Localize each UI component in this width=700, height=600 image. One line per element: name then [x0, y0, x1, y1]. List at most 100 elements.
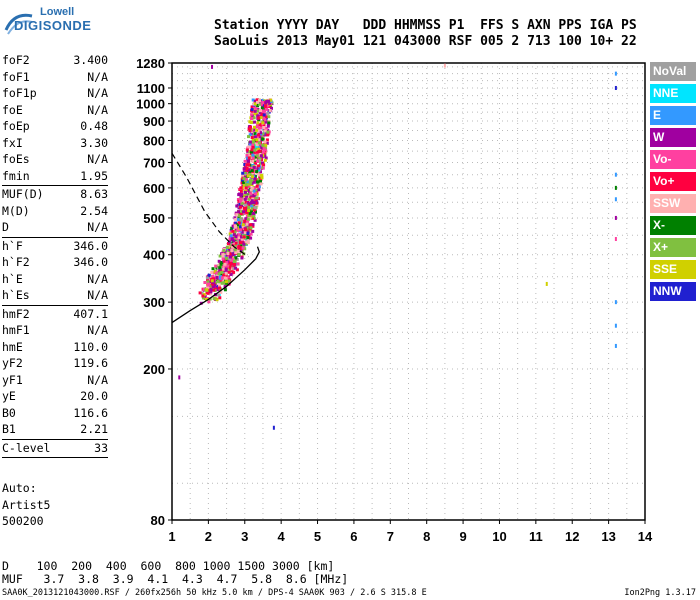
- echo-pixel: [227, 270, 231, 274]
- echo-pixel: [231, 252, 235, 256]
- echo-pixel: [245, 206, 249, 210]
- echo-pixel: [257, 147, 261, 151]
- echo-pixel: [249, 178, 253, 182]
- echo-pixel: [254, 192, 258, 196]
- echo-pixel: [248, 128, 252, 132]
- y-tick-label: 400: [143, 248, 165, 263]
- echo-pixel: [222, 267, 226, 271]
- param-value: 8.63: [80, 187, 108, 201]
- echo-pixel: [614, 215, 617, 220]
- echo-pixel: [210, 277, 214, 281]
- echo-pixel: [259, 131, 263, 135]
- echo-pixel: [246, 165, 250, 169]
- echo-pixel: [216, 279, 220, 283]
- echo-pixel: [248, 133, 252, 137]
- echo-pixel: [270, 106, 273, 110]
- echo-pixel: [261, 143, 265, 147]
- echo-pixel: [257, 141, 261, 145]
- echo-pixel: [268, 109, 272, 112]
- echo-pixel: [261, 166, 265, 170]
- echo-pixel: [265, 141, 269, 145]
- echo-pixel: [240, 246, 243, 250]
- echo-pixel: [224, 280, 228, 284]
- x-tick-label: 7: [387, 529, 394, 544]
- echo-pixel: [246, 218, 250, 222]
- echo-pixel: [614, 237, 617, 242]
- echo-pixel: [241, 246, 245, 250]
- echo-pixel: [262, 113, 266, 117]
- legend-item: NNE: [650, 84, 696, 103]
- echo-pixel: [234, 256, 238, 260]
- param-name: h`E: [2, 271, 23, 286]
- echo-pixel: [200, 291, 204, 295]
- echo-pixel: [249, 196, 253, 200]
- echo-pixel: [259, 109, 262, 113]
- echo-pixel: [210, 279, 214, 283]
- echo-pixel: [255, 112, 258, 116]
- echo-pixel: [230, 258, 234, 262]
- x-tick-label: 2: [205, 529, 212, 544]
- echo-pixel: [251, 224, 255, 228]
- echo-pixel: [264, 126, 268, 130]
- digisonde-logo: Lowell DIGISONDE: [4, 6, 91, 40]
- echo-pixel: [253, 174, 257, 178]
- echo-pixel: [227, 240, 231, 244]
- echo-pixel: [246, 156, 250, 160]
- echo-pixel: [261, 151, 265, 155]
- echo-pixel: [232, 270, 236, 274]
- echo-pixel: [257, 164, 261, 168]
- echo-pixel: [233, 230, 237, 234]
- param-value: N/A: [87, 220, 108, 234]
- echo-pixel: [222, 249, 226, 252]
- echo-pixel: [257, 159, 261, 162]
- param-value: N/A: [87, 102, 108, 117]
- echo-pixel: [614, 197, 617, 202]
- echo-pixel: [242, 242, 246, 246]
- echo-pixel: [237, 244, 241, 248]
- echo-pixel: [244, 217, 248, 221]
- echo-pixel: [239, 189, 243, 193]
- echo-pixel: [207, 289, 211, 293]
- echo-pixel: [242, 167, 246, 171]
- param-row: yF2 119.6: [2, 355, 108, 372]
- echo-pixel: [266, 111, 270, 115]
- echo-pixel: [266, 130, 270, 134]
- echo-pixel: [246, 230, 250, 234]
- param-value: N/A: [87, 152, 108, 166]
- param-row: fxI 3.30: [2, 135, 108, 152]
- echo-pixel: [247, 197, 251, 201]
- echo-pixel: [266, 104, 270, 108]
- param-row: foE N/A: [2, 102, 108, 119]
- echo-pixel: [211, 267, 215, 271]
- echo-pixel: [253, 187, 257, 191]
- param-separator: [2, 457, 108, 458]
- echo-pixel: [248, 120, 252, 124]
- echo-pixel: [249, 181, 253, 185]
- echo-pixel: [245, 208, 249, 212]
- echo-pixel: [259, 174, 263, 178]
- echo-pixel: [215, 298, 219, 302]
- echo-pixel: [241, 200, 245, 204]
- echo-pixel: [207, 273, 211, 277]
- param-name: C-level: [2, 440, 51, 455]
- echo-pixel: [614, 85, 617, 90]
- echo-pixel: [202, 287, 206, 291]
- echo-pixel: [248, 170, 252, 174]
- echo-pixel: [228, 253, 232, 257]
- echo-pixel: [267, 115, 271, 119]
- echo-pixel: [212, 297, 216, 301]
- echo-pixel: [261, 109, 265, 113]
- echo-pixel: [231, 272, 235, 276]
- echo-pixel: [253, 206, 257, 210]
- echo-pixel: [250, 204, 254, 208]
- param-value: 2.21: [80, 422, 108, 436]
- muf-distance-row: D 100 200 400 600 800 1000 1500 3000 [km…: [2, 559, 335, 573]
- echo-pixel: [241, 223, 245, 227]
- echo-pixel: [252, 201, 256, 205]
- echo-pixel: [251, 229, 255, 233]
- echo-pixel: [262, 149, 266, 153]
- echo-pixel: [252, 208, 256, 212]
- echo-pixel: [240, 193, 244, 196]
- echo-pixel: [245, 211, 249, 215]
